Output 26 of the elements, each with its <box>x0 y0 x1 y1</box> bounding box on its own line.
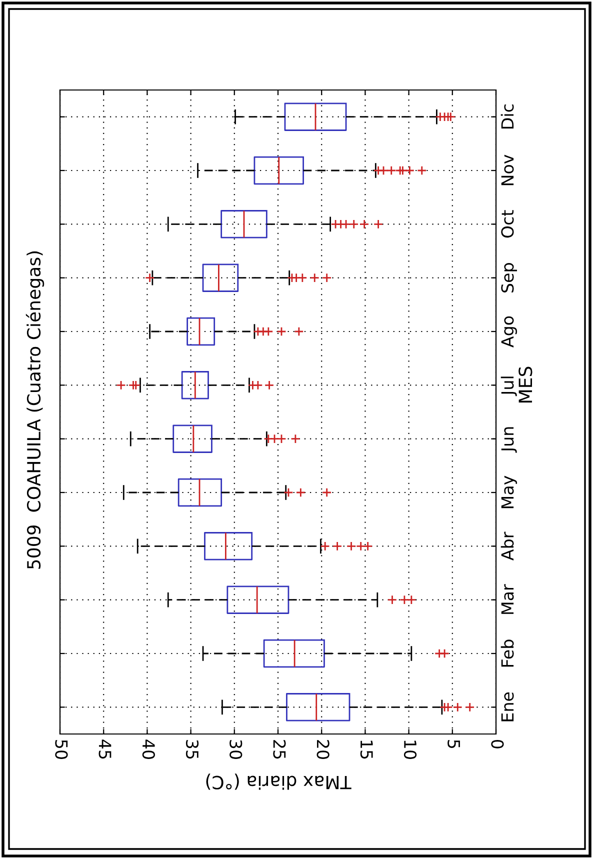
x-tick-label: 5 <box>448 740 460 748</box>
x-tick-label: 20 <box>316 740 330 759</box>
x-tick-label: 0 <box>491 740 504 748</box>
y-tick-label: Abr <box>500 532 514 560</box>
x-tick-label: 25 <box>273 740 286 759</box>
x-tick-label: 35 <box>186 740 199 759</box>
y-tick-label: Ene <box>501 692 514 722</box>
y-axis-title: MES <box>518 366 532 402</box>
y-tick-label: Sep <box>501 263 517 292</box>
x-tick-label: 30 <box>230 740 242 759</box>
x-tick-label: 10 <box>404 740 417 759</box>
x-axis-title: TMax diaria (°C) <box>206 774 352 790</box>
y-tick-label: Oct <box>501 210 514 238</box>
x-tick-label: 45 <box>98 740 112 759</box>
y-tick-label: Jul <box>500 376 517 396</box>
y-tick-label: Nov <box>501 154 514 186</box>
x-tick-label: 40 <box>142 740 155 759</box>
y-tick-label: Mar <box>501 584 514 614</box>
x-tick-label: 50 <box>55 740 68 759</box>
y-tick-label: Feb <box>500 640 514 667</box>
y-tick-label: May <box>501 476 517 508</box>
y-tick-label: Dic <box>500 104 514 129</box>
x-tick-label: 15 <box>360 740 373 759</box>
text: 5009 COAHUILA (Cuatro Ciénegas) <box>26 251 44 569</box>
y-tick-label: Jun <box>501 427 517 453</box>
y-tick-label: Ago <box>501 316 517 348</box>
